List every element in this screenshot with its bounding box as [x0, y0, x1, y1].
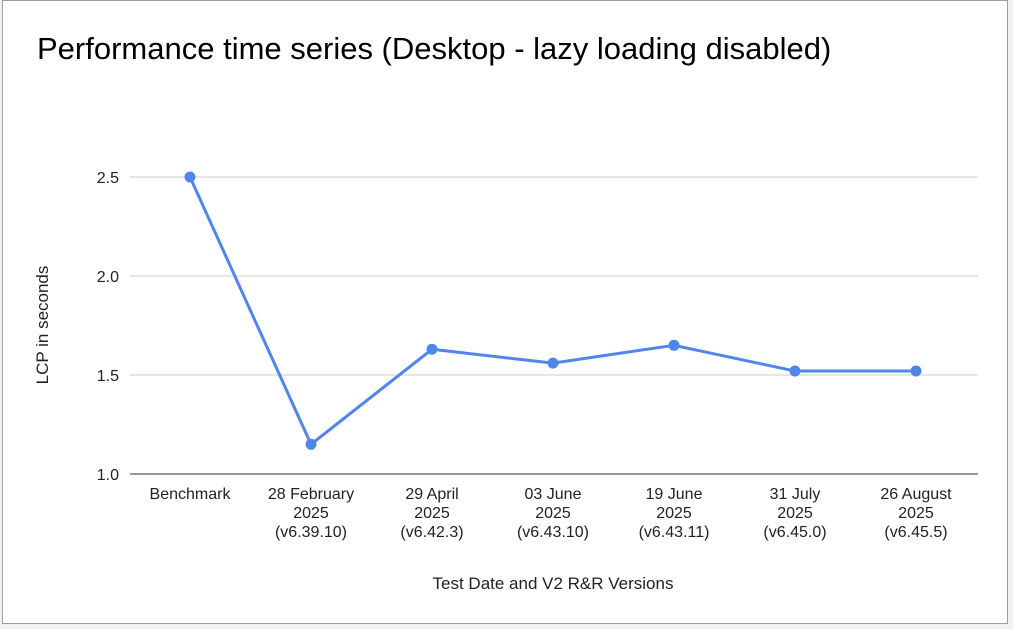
data-point[interactable] [547, 357, 559, 369]
y-axis-title: LCP in seconds [33, 266, 52, 385]
y-tick-label: 2.0 [97, 269, 119, 286]
data-point[interactable] [789, 365, 801, 377]
y-axis-ticks: 1.0 1.5 2.0 2.5 [97, 170, 119, 484]
data-point[interactable] [668, 339, 680, 351]
x-tick-label: Benchmark [150, 486, 232, 503]
data-point[interactable] [184, 171, 196, 183]
series-layer [188, 176, 916, 446]
data-point[interactable] [426, 343, 438, 355]
y-tick-label: 1.0 [97, 467, 119, 484]
x-tick-label: 29 April 2025 (v6.42.3) [400, 486, 463, 541]
x-tick-label: 31 July 2025 (v6.45.0) [763, 486, 826, 541]
y-tick-label: 1.5 [97, 368, 119, 385]
data-point[interactable] [305, 438, 317, 450]
points-layer [184, 171, 922, 450]
x-tick-label: 19 June 2025 (v6.43.11) [639, 486, 710, 541]
y-tick-label: 2.5 [97, 170, 119, 187]
chart-title: Performance time series (Desktop - lazy … [37, 31, 832, 66]
x-axis-ticks: Benchmark 28 February 2025 (v6.39.10) 29 Apr… [150, 486, 953, 541]
gridlines [130, 176, 978, 475]
x-tick-label: 03 June 2025 (v6.43.10) [517, 486, 589, 541]
series-line [188, 176, 916, 446]
data-point[interactable] [910, 365, 922, 377]
x-tick-label: 28 February 2025 (v6.39.10) [268, 486, 354, 541]
x-axis-title: Test Date and V2 R&R Versions [433, 574, 674, 593]
x-tick-label: 26 August 2025 (v6.45.5) [880, 486, 952, 541]
